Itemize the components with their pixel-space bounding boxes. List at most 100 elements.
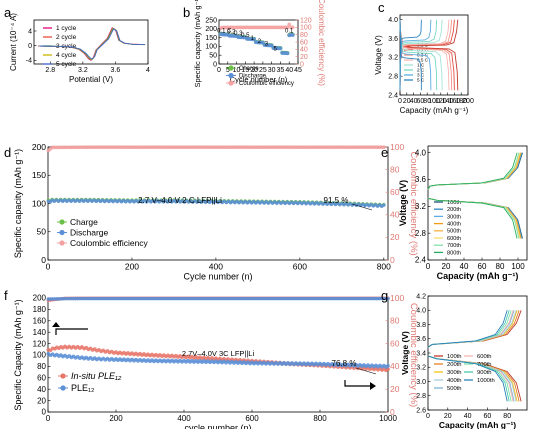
panel-g-legend-label: 300th — [447, 370, 462, 376]
panel-g-legend-label: 500th — [447, 386, 462, 392]
panel-d-y-tick-label: 200 — [32, 142, 46, 152]
panel-f-ple-point — [386, 363, 390, 368]
panel-g-charge-curve — [427, 310, 508, 348]
panel-b-legend-marker — [228, 80, 234, 86]
panel-b-x-tick-label: 35 — [277, 67, 285, 74]
panel-b-y2-axis-label: Coulombic efficiency (%) — [317, 0, 326, 86]
panel-b-discharge-point — [290, 33, 295, 37]
panel-f-y-tick-label: 120 — [33, 339, 47, 348]
panel-b-y2-tick-label: 20 — [300, 54, 308, 61]
panel-c-x-tick-label: 20 — [403, 98, 411, 105]
panel-e-legend-label: 100th — [447, 200, 461, 206]
panel-b-y-tick-label: 50 — [209, 53, 217, 60]
panel-e-x-axis-label: Capacity (mAh g⁻¹) — [437, 271, 519, 281]
panel-d-y2-tick-label: 80 — [390, 164, 400, 174]
panel-e-discharge-curve — [427, 197, 522, 239]
panel-e-legend-label: 300th — [447, 214, 461, 220]
panel-c-x-tick-label: 200 — [462, 98, 474, 105]
panel-e-legend-label: 200th — [447, 207, 461, 213]
panel-b-legend-label: Coulombic efficiency — [239, 81, 294, 87]
panel-b-ce-point — [287, 22, 292, 27]
panel-e-discharge-curve — [427, 197, 523, 239]
panel-c-legend-label: 0.5 C — [417, 58, 429, 63]
panel-g-y-tick-label: 3.2 — [416, 365, 426, 372]
panel-f-legend-marker — [60, 373, 66, 379]
panel-c-y-tick-label: 2.4 — [388, 92, 398, 99]
panel-b-legend-marker — [228, 72, 234, 79]
panel-b-x-tick-label: 40 — [285, 67, 293, 74]
panel-b-rate-label: 1 — [251, 36, 255, 42]
panel-g-legend-label: 700th — [477, 362, 492, 368]
panel-f-y-axis-label: Specific Capacity (mAh g⁻¹) — [13, 299, 23, 410]
panel-a-x-tick-label: 3.6 — [111, 67, 121, 74]
panel-d-y-tick-label: 50 — [37, 227, 47, 237]
panel-d-x-tick-label: 600 — [293, 262, 307, 272]
panel-c-legend-label: 0.2 C — [417, 48, 429, 53]
panel-f-y2-tick-label: 0 — [390, 407, 395, 417]
panel-e-discharge-curve — [427, 197, 520, 239]
panel-d-y2-tick-label: 20 — [390, 232, 400, 242]
panel-d-y2-tick-label: 60 — [390, 187, 400, 197]
panel-f-right-axis-arrow — [344, 380, 372, 387]
panel-b-legend-marker — [228, 65, 234, 71]
panel-f-condition-label: 2.7V–4.0V 3C LFP||Li — [182, 349, 255, 358]
panel-a-letter: a — [4, 5, 12, 20]
panel-e-discharge-curve — [427, 197, 523, 239]
panel-c-y-tick-label: 3.6 — [388, 36, 398, 43]
panel-e-charge-curve — [427, 152, 521, 190]
panel-b-rate-label: 0.3 — [234, 31, 243, 37]
panel-f-y-tick-label: 180 — [33, 305, 47, 314]
panel-g-legend-label: 200th — [447, 362, 462, 368]
panel-b-y2-tick-label: 0 — [300, 61, 304, 68]
panel-d-y2-tick-label: 0 — [390, 255, 395, 265]
panel-d-legend-marker — [59, 219, 65, 225]
panel-e-y-tick-label: 3.2 — [415, 202, 427, 211]
panel-e-x-tick-label: 40 — [460, 262, 469, 271]
panel-d-y-axis-label: Specific capacity (mAh g⁻¹) — [13, 149, 23, 258]
panel-b-rate-label: 3 — [265, 42, 269, 48]
panel-b-y2-tick-label: 60 — [300, 39, 308, 46]
panel-d-condition-label: 2.7 V–4.0 V 2 C LFP||Li — [138, 196, 222, 205]
panel-b-x-tick-label: 5 — [226, 67, 230, 74]
panel-d-x-axis-label: Cycle number (n) — [183, 272, 252, 282]
panel-b-letter: b — [183, 5, 190, 20]
panel-f-x-tick-label: 200 — [109, 414, 123, 423]
panel-b-rate-label: 0.2 — [227, 29, 236, 35]
panel-d-y-tick-label: 100 — [32, 198, 46, 208]
panel-a-legend-label: 4 cycle — [56, 52, 77, 59]
panel-e-discharge-curve — [427, 197, 522, 239]
panel-e-charge-curve — [427, 152, 518, 190]
panel-f-right-arrow-head — [370, 382, 376, 390]
panel-g-legend-label: 100th — [447, 354, 462, 360]
panel-e-legend-label: 800th — [447, 250, 461, 256]
panel-c-x-tick-label: 160 — [449, 98, 461, 105]
panel-a-legend-label: 2 cycle — [56, 34, 77, 41]
panel-g-y-tick-label: 2.6 — [416, 407, 426, 414]
panel-d-discharge-point — [382, 203, 386, 207]
panel-f-y2-tick-label: 40 — [390, 361, 400, 371]
panel-f-y-tick-label: 140 — [33, 328, 47, 337]
panel-a-legend-label: 1 cycle — [56, 25, 77, 32]
panel-d-y-tick-label: 150 — [32, 170, 46, 180]
panel-c-y-tick-label: 3.2 — [388, 55, 398, 62]
panel-e-charge-curve — [427, 152, 523, 190]
panel-d-legend-label: Discharge — [70, 227, 109, 237]
panel-b-x-tick-label: 30 — [268, 67, 276, 74]
panel-f-y-tick-label: 100 — [33, 351, 47, 360]
panel-f-letter: f — [4, 288, 8, 303]
panel-a-series-5 — [39, 28, 146, 60]
panel-d-x-tick-label: 400 — [209, 262, 223, 272]
panel-d-x-tick-label: 200 — [125, 262, 139, 272]
panel-b-rate-label: 0.1 — [285, 29, 294, 35]
panel-f-x-tick-label: 0 — [46, 414, 51, 423]
panel-b-y2-tick-label: 120 — [300, 17, 312, 24]
panel-e-charge-curve — [427, 152, 523, 190]
panel-b-rate-label: 5 — [274, 46, 278, 52]
panel-b-y2-tick-label: 80 — [300, 32, 308, 39]
panel-f-y-tick-label: 160 — [33, 316, 47, 325]
panel-c-x-tick-label: 60 — [417, 98, 425, 105]
panel-f-ce-ple-point — [386, 296, 390, 301]
panel-f-x-tick-label: 400 — [177, 414, 191, 423]
panel-b-y-tick-label: 100 — [205, 44, 217, 51]
